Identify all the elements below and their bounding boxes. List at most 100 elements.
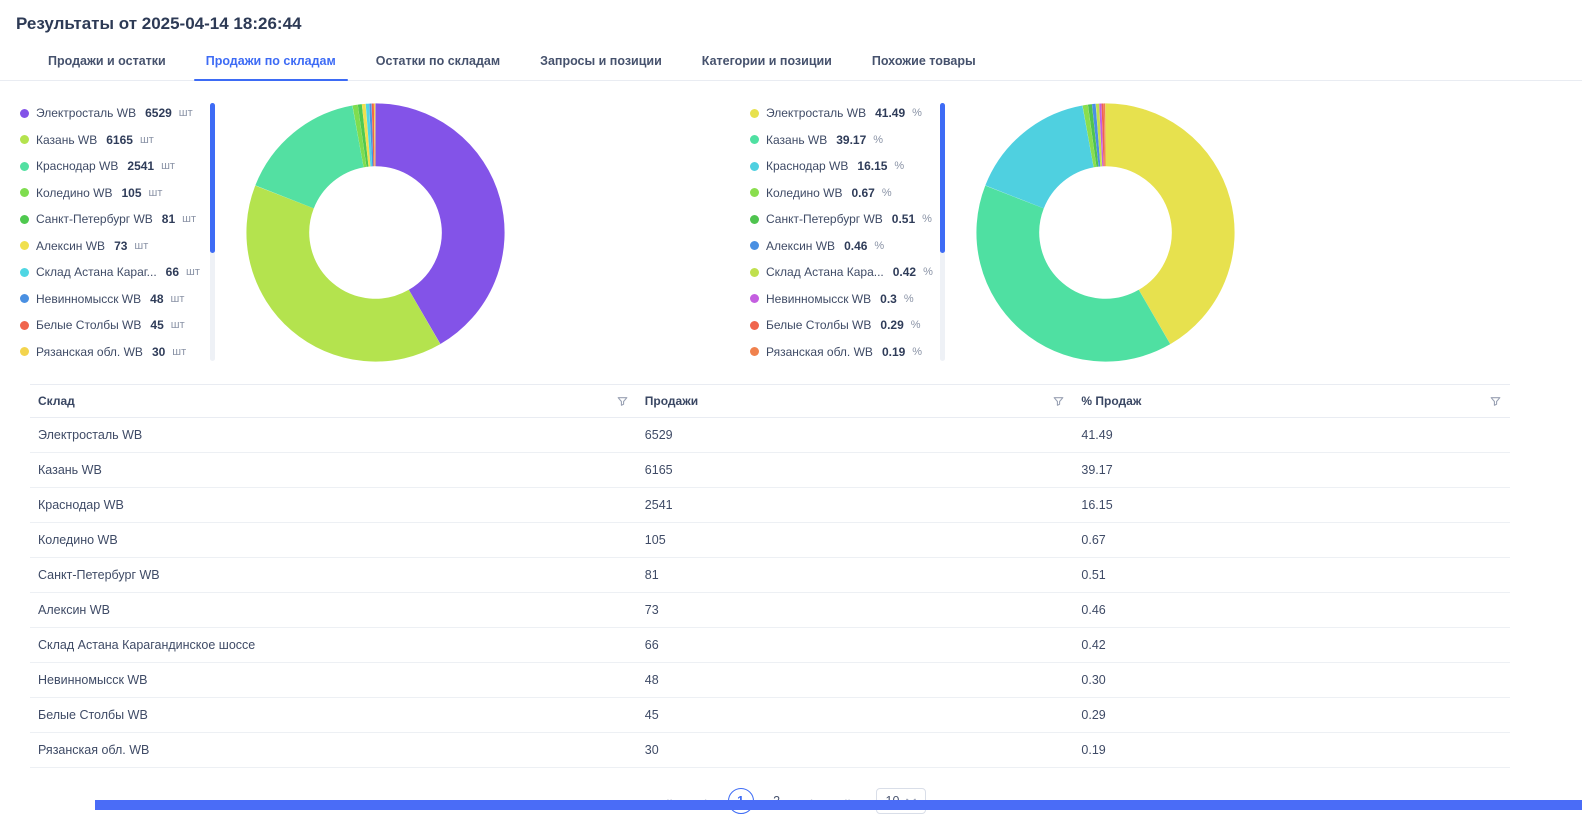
legend-label: Коледино WB [766,186,842,200]
tab-6[interactable]: Похожие товары [854,44,994,80]
table-header-row: Склад Продажи % Продаж [30,385,1510,418]
legend-label: Электросталь WB [766,106,866,120]
column-label: Склад [38,394,75,408]
filter-icon[interactable] [616,395,629,408]
column-label: % Продаж [1081,394,1141,408]
legend-label: Белые Столбы WB [36,318,141,332]
table-cell: Казань WB [30,453,637,488]
table-cell: Электросталь WB [30,418,637,453]
legend-unit: % [873,134,883,146]
donut-segment[interactable] [285,136,358,196]
table-cell: 0.67 [1073,523,1510,558]
table-cell: 0.51 [1073,558,1510,593]
legend-color-dot [750,268,759,277]
filter-icon[interactable] [1052,395,1065,408]
table-cell: 0.42 [1073,628,1510,663]
legend-label: Белые Столбы WB [766,318,871,332]
table-cell: 0.30 [1073,663,1510,698]
table-cell: Санкт-Петербург WB [30,558,637,593]
legend-value: 16.15 [857,159,887,173]
legend-unit: шт [186,266,200,278]
tab-5[interactable]: Категории и позиции [684,44,850,80]
legend-label: Склад Астана Караг... [36,265,157,279]
table-cell: Белые Столбы WB [30,698,637,733]
legend-item[interactable]: Склад Астана Караг... 66 шт [20,264,202,280]
donut-chart-units [243,100,508,365]
legend-label: Алексин WB [36,239,105,253]
tab-1[interactable]: Продажи и остатки [30,44,184,80]
legend-color-dot [750,347,759,356]
tab-3[interactable]: Остатки по складам [358,44,518,80]
table-cell: 16.15 [1073,488,1510,523]
donut-segment[interactable] [278,197,425,330]
donut-segment[interactable] [1008,197,1155,330]
table-cell: Склад Астана Карагандинское шоссе [30,628,637,663]
legend-color-dot [750,215,759,224]
legend-unit: шт [149,187,163,199]
table-cell: Рязанская обл. WB [30,733,637,768]
legend-item[interactable]: Склад Астана Кара...0.42% [750,264,932,280]
table-cell: 6529 [637,418,1074,453]
legend-color-dot [20,241,29,250]
legend-unit: % [894,160,904,172]
legend-value: 66 [166,265,179,279]
legend-value: 0.3 [880,292,897,306]
legend-scrollbar-thumb[interactable] [210,103,215,253]
legend-label: Казань WB [766,133,827,147]
filter-icon[interactable] [1489,395,1502,408]
column-header: Продажи [637,385,1074,418]
legend-value: 0.46 [844,239,867,253]
table-cell: Краснодар WB [30,488,637,523]
table-cell: 73 [637,593,1074,628]
legend-scrollbar[interactable] [940,103,945,361]
legend-color-dot [20,188,29,197]
table-cell: 30 [637,733,1074,768]
table-cell: Коледино WB [30,523,637,558]
tab-4[interactable]: Запросы и позиции [522,44,680,80]
legend-scrollbar-thumb[interactable] [940,103,945,253]
donut-segment[interactable] [1088,136,1092,137]
donut-segment[interactable] [1015,136,1088,196]
legend-color-dot [20,109,29,118]
legend-unit: % [923,266,933,278]
donut-segment[interactable] [1106,135,1204,317]
donut-segment[interactable] [358,136,362,137]
legend-label: Казань WB [36,133,97,147]
legend-color-dot [20,135,29,144]
table-cell: 0.46 [1073,593,1510,628]
legend-color-dot [750,241,759,250]
tab-2[interactable]: Продажи по складам [188,44,354,80]
legend-unit: шт [171,293,185,305]
legend-scrollbar[interactable] [210,103,215,361]
donut-segment[interactable] [376,135,474,317]
legend-label: Санкт-Петербург WB [766,212,883,226]
